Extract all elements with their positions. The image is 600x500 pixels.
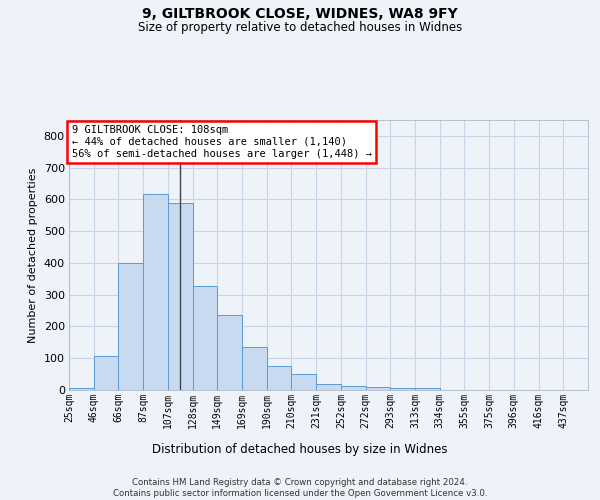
Text: Distribution of detached houses by size in Widnes: Distribution of detached houses by size …: [152, 442, 448, 456]
Text: 9 GILTBROOK CLOSE: 108sqm
← 44% of detached houses are smaller (1,140)
56% of se: 9 GILTBROOK CLOSE: 108sqm ← 44% of detac…: [71, 126, 371, 158]
Bar: [143, 194, 168, 390]
Bar: [390, 388, 415, 390]
Bar: [341, 386, 365, 390]
Bar: [242, 347, 267, 390]
Bar: [415, 388, 440, 390]
Bar: [365, 387, 390, 390]
Bar: [267, 366, 292, 390]
Text: Size of property relative to detached houses in Widnes: Size of property relative to detached ho…: [138, 21, 462, 34]
Bar: [217, 315, 242, 390]
Bar: [94, 356, 118, 390]
Bar: [69, 388, 94, 390]
Bar: [316, 384, 341, 390]
Bar: [292, 374, 316, 390]
Bar: [193, 286, 217, 390]
Y-axis label: Number of detached properties: Number of detached properties: [28, 168, 38, 342]
Bar: [168, 202, 193, 390]
Bar: [118, 263, 143, 390]
Text: 9, GILTBROOK CLOSE, WIDNES, WA8 9FY: 9, GILTBROOK CLOSE, WIDNES, WA8 9FY: [142, 8, 458, 22]
Text: Contains HM Land Registry data © Crown copyright and database right 2024.
Contai: Contains HM Land Registry data © Crown c…: [113, 478, 487, 498]
